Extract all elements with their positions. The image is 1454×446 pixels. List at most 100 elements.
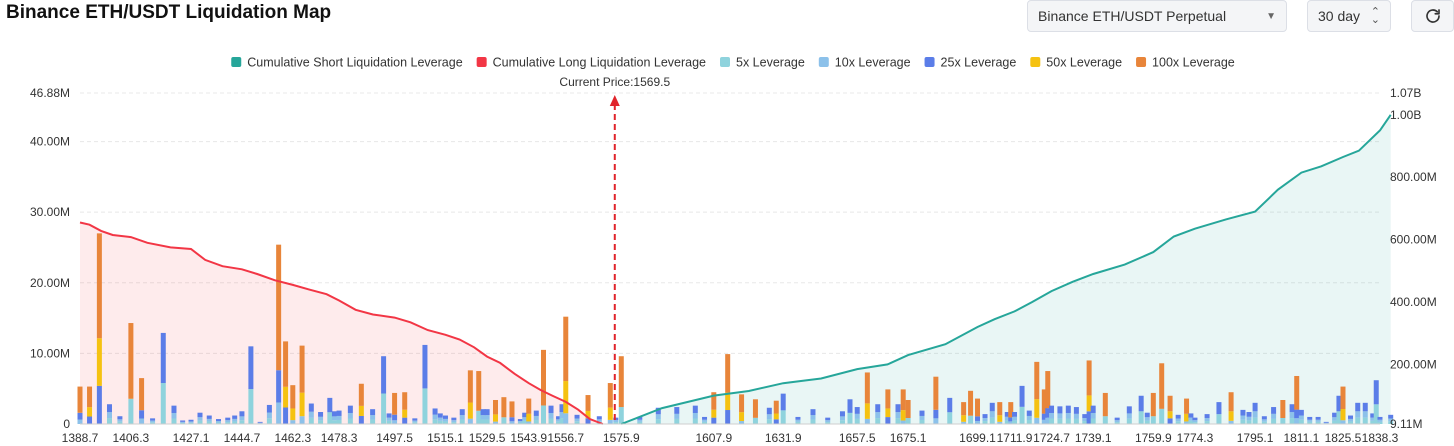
liquidation-bar [752, 399, 758, 418]
legend-swatch [818, 57, 829, 67]
legend-item[interactable]: 50x Leverage [1030, 56, 1122, 70]
x-tick: 1675.1 [890, 431, 927, 445]
liquidation-bar [493, 414, 499, 422]
liquidation-bar [188, 419, 194, 422]
liquidation-bar [1204, 421, 1210, 424]
liquidation-bar [947, 397, 953, 413]
x-tick: 1444.7 [224, 431, 261, 445]
liquidation-bar [997, 415, 1003, 422]
period-select[interactable]: 30 day ⌃ ⌄ [1307, 0, 1391, 32]
liquidation-bar [392, 414, 398, 421]
liquidation-bar [692, 412, 698, 419]
liquidation-bar [997, 402, 1003, 416]
legend-item[interactable]: 5x Leverage [720, 56, 805, 70]
liquidation-bar [1090, 405, 1096, 413]
liquidation-bar [1216, 402, 1222, 415]
liquidation-bar [1082, 421, 1088, 424]
liquidation-bar [1073, 407, 1079, 414]
liquidation-bar [548, 405, 554, 413]
liquidation-bar [1240, 409, 1246, 416]
liquidation-bar [206, 421, 212, 424]
legend-item[interactable]: Cumulative Short Liquidation Leverage [231, 56, 463, 70]
liquidation-bar [139, 410, 145, 419]
legend-label: Cumulative Long Liquidation Leverage [493, 56, 706, 70]
liquidation-bar [347, 418, 353, 424]
liquidation-bar [232, 421, 238, 424]
liquidation-bar [318, 420, 324, 424]
liquidation-bar [1045, 371, 1051, 409]
liquidation-bar [1252, 417, 1258, 424]
liquidation-bar [517, 422, 523, 424]
liquidation-bar [585, 410, 591, 419]
liquidation-bar [533, 419, 539, 424]
liquidation-bar [548, 412, 554, 419]
liquidation-bar [1102, 392, 1108, 417]
liquidation-bar [522, 412, 528, 418]
liquidation-bar [1323, 422, 1329, 424]
x-tick: 1427.1 [173, 431, 210, 445]
liquidation-bar [895, 404, 901, 413]
liquidation-bar [702, 421, 708, 424]
legend-item[interactable]: 100x Leverage [1136, 56, 1235, 70]
liquidation-bar [522, 420, 528, 424]
liquidation-bar [308, 411, 314, 418]
liquidation-bar [1184, 413, 1190, 422]
current-price-label: Current Price:1569.5 [559, 75, 670, 89]
legend-item[interactable]: 25x Leverage [924, 56, 1017, 70]
x-tick: 1515.1 [427, 431, 464, 445]
liquidation-bar [290, 385, 296, 409]
liquidation-bar [392, 420, 398, 424]
liquidation-bar [432, 419, 438, 424]
liquidation-bar [318, 411, 324, 417]
liquidation-bar [402, 392, 408, 410]
liquidation-bar [484, 419, 490, 424]
liquidation-bar [1049, 412, 1055, 419]
liquidation-bar [225, 422, 231, 424]
y-right-tick: 9.11M [1390, 417, 1422, 431]
liquidation-bar [1307, 416, 1313, 420]
liquidation-bar [1073, 418, 1079, 424]
liquidation-bar [725, 354, 731, 393]
liquidation-bar [541, 405, 547, 424]
liquidation-bar [596, 419, 602, 422]
y-left-tick: 20.00M [30, 276, 70, 290]
liquidation-bar [467, 418, 473, 424]
liquidation-bar [533, 415, 539, 420]
liquidation-bar [1377, 421, 1383, 424]
liquidation-bar [739, 421, 745, 424]
legend-item[interactable]: Cumulative Long Liquidation Leverage [476, 56, 706, 70]
symbol-select[interactable]: Binance ETH/USDT Perpetual ▼ [1027, 0, 1287, 32]
liquidation-bar [1280, 417, 1286, 424]
y-right-tick: 600.00M [1390, 233, 1437, 247]
liquidation-bar [825, 417, 831, 421]
liquidation-bar [1090, 412, 1096, 419]
legend-swatch [231, 57, 242, 67]
liquidation-bar [476, 371, 482, 411]
liquidation-bar [1228, 411, 1234, 421]
liquidation-bar [480, 415, 486, 420]
liquidation-bar [674, 418, 680, 424]
liquidation-bar [1008, 402, 1014, 418]
liquidation-bar [150, 418, 156, 421]
liquidation-bar [968, 390, 974, 416]
liquidation-bar [1307, 419, 1313, 422]
liquidation-bar [484, 415, 490, 420]
liquidation-bar [1034, 399, 1040, 418]
liquidation-bar [1150, 416, 1156, 424]
liquidation-bar [607, 383, 613, 408]
legend-item[interactable]: 10x Leverage [818, 56, 911, 70]
liquidation-bar [613, 422, 619, 424]
liquidation-bar [585, 418, 591, 424]
liquidation-bar [442, 418, 448, 422]
sort-arrows-icon: ⌃ ⌄ [1370, 6, 1380, 26]
liquidation-bar [933, 409, 939, 419]
liquidation-bar [1240, 415, 1246, 420]
liquidation-bar [961, 402, 967, 416]
liquidation-bar [725, 392, 731, 411]
liquidation-bar [1175, 421, 1181, 424]
liquidation-bar [1332, 412, 1338, 418]
liquidation-bar [1192, 420, 1198, 423]
liquidation-bar [613, 420, 619, 423]
liquidation-bar [1188, 417, 1194, 421]
liquidation-bar [197, 412, 203, 418]
